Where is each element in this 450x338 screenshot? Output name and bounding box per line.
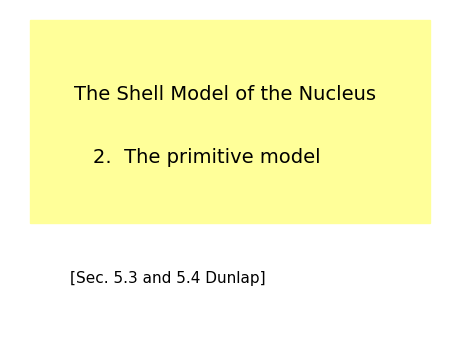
Text: [Sec. 5.3 and 5.4 Dunlap]: [Sec. 5.3 and 5.4 Dunlap] <box>70 271 266 286</box>
Text: 2.  The primitive model: 2. The primitive model <box>93 148 321 167</box>
Text: The Shell Model of the Nucleus: The Shell Model of the Nucleus <box>74 85 376 104</box>
FancyBboxPatch shape <box>30 20 430 223</box>
